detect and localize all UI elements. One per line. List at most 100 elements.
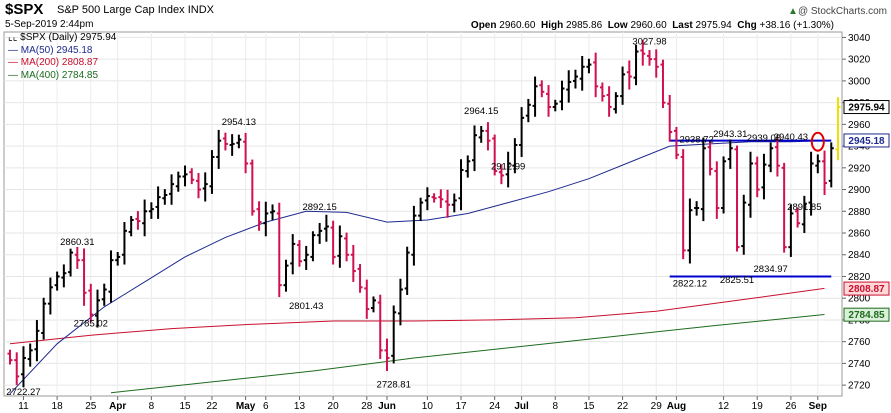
ohlc-bar	[451, 193, 457, 213]
ohlc-bar	[835, 97, 841, 161]
ohlc-bar	[673, 126, 679, 160]
y-tick-label: 2800	[848, 294, 871, 305]
stockcharts-brand[interactable]: ▲@ StockCharts.com	[788, 6, 887, 17]
legend-price: ⌞⌞ $SPX (Daily) 2975.94	[8, 32, 117, 43]
ohlc-bar	[195, 173, 201, 199]
ohlc-bar	[815, 154, 821, 174]
ohlc-bar	[74, 246, 80, 269]
ohlc-bar	[236, 134, 242, 149]
ohlc-bar	[566, 70, 572, 103]
ohlc-bar	[633, 44, 639, 86]
ma400-line	[110, 314, 825, 394]
ohlc-bar	[41, 297, 47, 340]
ohlc-bar	[290, 234, 296, 275]
ohlc-bar	[142, 199, 148, 237]
ohlc-bar	[350, 244, 356, 282]
ohlc-bar	[653, 49, 659, 78]
ohlc-bar	[88, 283, 94, 323]
price-annotation: 2722.27	[6, 387, 40, 398]
x-tick-label: 26	[785, 401, 797, 412]
ohlc-bar	[424, 187, 430, 211]
ohlc-bar	[714, 161, 720, 219]
ohlc-bar	[229, 134, 235, 156]
ohlc-bar	[808, 151, 814, 216]
ohlc-bar	[559, 80, 565, 111]
ohlc-bar	[216, 129, 222, 169]
x-tick-label: 12	[718, 401, 730, 412]
ohlc-bar	[801, 195, 807, 234]
ohlc-bar	[256, 201, 262, 231]
ohlc-bar	[397, 278, 403, 326]
y-tick-label: 3020	[848, 55, 871, 66]
price-annotation: 2801.43	[289, 301, 323, 312]
ohlc-bar	[391, 305, 397, 364]
ohlc-bar	[781, 162, 787, 253]
ohlc-bar	[243, 132, 249, 174]
ohlc-bar	[431, 193, 437, 203]
ohlc-bar	[747, 151, 753, 218]
price-annotation: 2943.31	[713, 129, 747, 140]
ohlc-bar	[249, 159, 255, 216]
ohlc-bar	[330, 220, 336, 265]
x-tick-label: 24	[489, 401, 501, 412]
x-tick-label: 28	[361, 401, 373, 412]
y-tick-label: 2720	[848, 381, 871, 392]
ohlc-bar	[310, 231, 316, 262]
ma50-line	[9, 140, 825, 395]
price-annotation: 2785.02	[74, 319, 108, 330]
y-tick-label: 3000	[848, 76, 871, 87]
ohlc-bar	[357, 263, 363, 293]
ohlc-bar	[687, 198, 693, 264]
x-tick-label: 6	[263, 401, 269, 412]
ohlc-bar	[47, 277, 53, 315]
ohlc-bar	[20, 346, 26, 388]
x-tick-label: Apr	[109, 401, 126, 412]
x-tick-label: Jun	[378, 401, 396, 412]
ohlc-bar	[175, 171, 181, 192]
ohlc-bar	[377, 294, 383, 360]
ohlc-bar	[438, 189, 444, 209]
ohlc-bar	[505, 151, 511, 188]
ohlc-bar	[364, 279, 370, 319]
ohlc-bar	[626, 60, 632, 90]
ohlc-bar	[768, 142, 774, 173]
highlight-circle	[810, 131, 825, 152]
ohlc-bar	[640, 39, 646, 66]
ohlc-bar	[647, 50, 653, 66]
legend-ma400: — MA(400) 2784.85	[8, 69, 99, 81]
up-arrow-icon: ▲	[788, 6, 798, 17]
ohlc-bar	[148, 202, 154, 219]
ohlc-bar	[620, 66, 626, 105]
ohlc-bar	[727, 139, 733, 169]
ohlc-bar	[202, 172, 208, 202]
quote-summary: Open 2960.60 High 2985.86 Low 2960.60 La…	[470, 20, 834, 31]
price-tag	[843, 100, 890, 115]
ohlc-bar	[54, 271, 60, 291]
index-name: S&P 500 Large Cap Index INDX	[57, 4, 214, 16]
chart-datetime: 5-Sep-2019 2:44pm	[5, 19, 94, 30]
ohlc-bar	[128, 216, 134, 237]
ohlc-bar	[68, 248, 74, 277]
ma200-line	[9, 287, 825, 345]
y-tick-label: 3040	[848, 33, 871, 44]
ohlc-bar	[27, 343, 33, 367]
ohlc-bar	[471, 125, 477, 172]
ohlc-bar	[761, 153, 767, 200]
ohlc-bar	[404, 246, 410, 295]
ohlc-bar	[445, 189, 451, 218]
price-annotation: 2939.08	[747, 133, 781, 144]
y-tick-label: 2880	[848, 207, 871, 218]
price-annotation: 3027.98	[632, 36, 666, 47]
ohlc-bar	[371, 296, 377, 313]
price-tag-label: 2808.87	[848, 284, 885, 295]
ticker-symbol: $SPX	[5, 1, 44, 18]
ohlc-bar	[81, 248, 87, 306]
ohlc-bar	[694, 201, 700, 216]
legend-ma200: — MA(200) 2808.87	[8, 57, 99, 68]
x-tick-label: 17	[455, 401, 467, 412]
y-tick-label: 2900	[848, 185, 871, 196]
ohlc-bar	[61, 264, 67, 288]
y-tick-label: 2860	[848, 229, 871, 240]
ohlc-bar	[519, 107, 525, 157]
ohlc-bar	[270, 204, 276, 220]
